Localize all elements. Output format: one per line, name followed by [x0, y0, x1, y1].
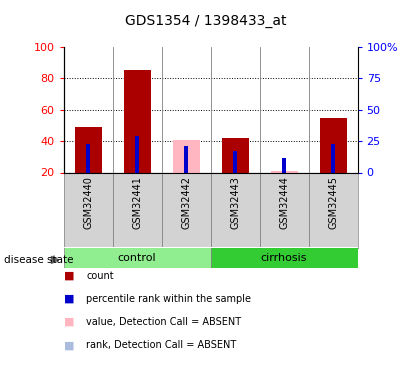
Bar	[184, 146, 188, 172]
Bar	[211, 248, 358, 268]
Text: control: control	[118, 253, 157, 263]
Text: GSM32444: GSM32444	[279, 176, 289, 229]
Text: ■: ■	[64, 271, 74, 280]
Bar	[233, 150, 237, 172]
Text: GSM32442: GSM32442	[181, 176, 191, 229]
Text: ■: ■	[64, 294, 74, 304]
Bar	[270, 171, 298, 172]
Text: GSM32443: GSM32443	[230, 176, 240, 229]
Text: ■: ■	[64, 317, 74, 327]
Text: rank, Detection Call = ABSENT: rank, Detection Call = ABSENT	[86, 340, 237, 350]
Text: GSM32445: GSM32445	[328, 176, 338, 229]
Bar	[173, 140, 200, 172]
Bar	[222, 138, 249, 172]
Text: GDS1354 / 1398433_at: GDS1354 / 1398433_at	[125, 13, 286, 28]
Text: ■: ■	[64, 340, 74, 350]
Text: GSM32441: GSM32441	[132, 176, 142, 229]
Bar	[320, 117, 346, 172]
Text: cirrhosis: cirrhosis	[261, 253, 307, 263]
Text: disease state: disease state	[4, 255, 74, 265]
Bar	[86, 144, 90, 172]
Text: percentile rank within the sample: percentile rank within the sample	[86, 294, 251, 304]
Bar	[331, 144, 335, 172]
Bar	[124, 70, 151, 172]
Text: count: count	[86, 271, 114, 280]
Text: GSM32440: GSM32440	[83, 176, 93, 229]
Bar	[282, 158, 286, 172]
Bar	[75, 127, 102, 172]
Bar	[64, 248, 210, 268]
Bar	[135, 136, 139, 172]
Text: value, Detection Call = ABSENT: value, Detection Call = ABSENT	[86, 317, 241, 327]
